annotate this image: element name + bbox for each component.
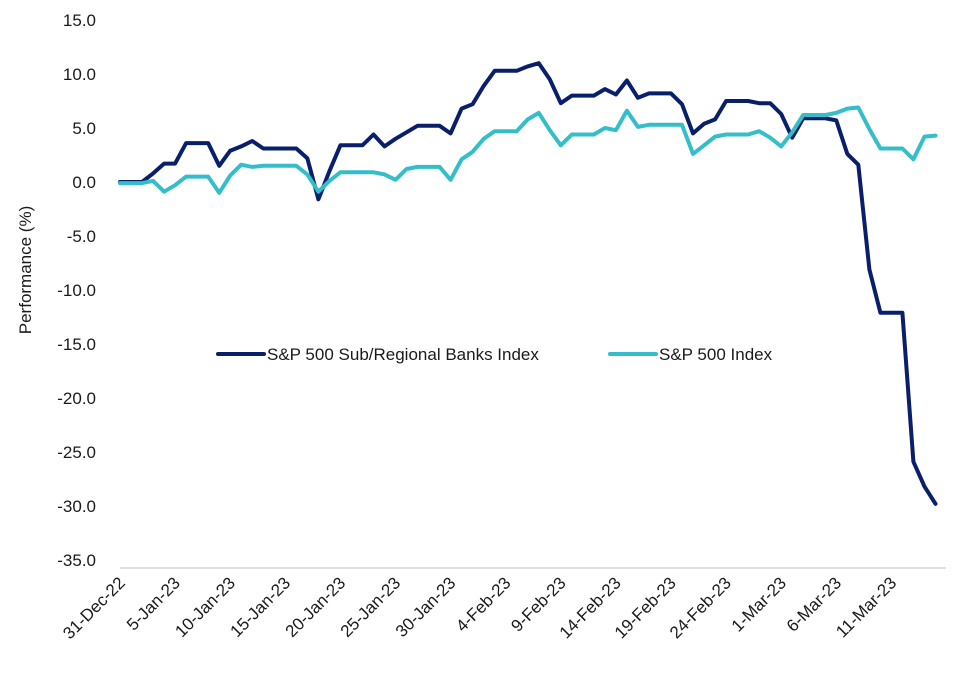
series-line-0 xyxy=(118,61,938,506)
y-tick-label: -20.0 xyxy=(57,389,96,408)
y-tick-label: -10.0 xyxy=(57,281,96,300)
y-tick-label: 10.0 xyxy=(63,65,96,84)
series-lines xyxy=(118,61,938,506)
y-tick-label: 5.0 xyxy=(72,119,96,138)
y-tick-label: -30.0 xyxy=(57,497,96,516)
x-tick-label: 1-Mar-23 xyxy=(728,573,790,635)
x-tick-label: 30-Jan-23 xyxy=(392,573,460,641)
y-tick-label: -35.0 xyxy=(57,551,96,570)
x-tick-label: 11-Mar-23 xyxy=(832,573,900,641)
x-axis-ticks: 31-Dec-225-Jan-2310-Jan-2315-Jan-2320-Ja… xyxy=(59,573,900,643)
y-tick-label: 15.0 xyxy=(63,11,96,30)
x-tick-label: 31-Dec-22 xyxy=(59,573,129,643)
legend-label-1: S&P 500 Index xyxy=(659,345,773,364)
legend: S&P 500 Sub/Regional Banks Index S&P 500 … xyxy=(216,345,773,364)
series-line-1 xyxy=(118,105,938,195)
y-tick-label: -25.0 xyxy=(57,443,96,462)
legend-label-0: S&P 500 Sub/Regional Banks Index xyxy=(267,345,539,364)
y-tick-label: -5.0 xyxy=(67,227,96,246)
y-axis-title: Performance (%) xyxy=(16,206,35,334)
y-tick-label: -15.0 xyxy=(57,335,96,354)
y-tick-label: 0.0 xyxy=(72,173,96,192)
x-tick-label: 4-Feb-23 xyxy=(452,573,514,635)
y-axis-ticks: 15.0 10.0 5.0 0.0 -5.0 -10.0 -15.0 -20.0 -25.0 -3… xyxy=(57,11,96,570)
